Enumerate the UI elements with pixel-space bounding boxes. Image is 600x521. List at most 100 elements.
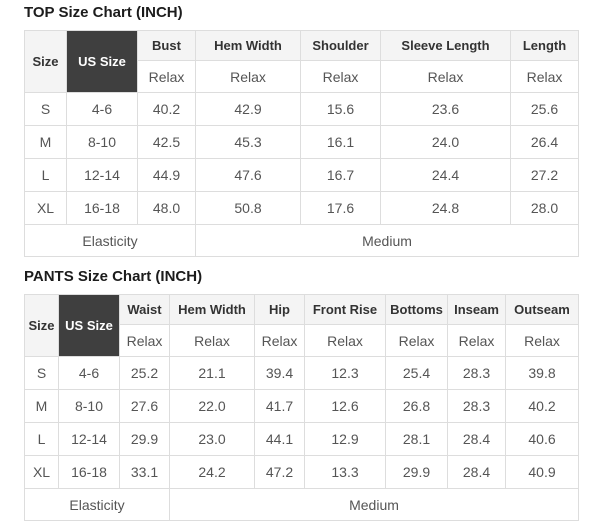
value-cell: 12.9 xyxy=(304,422,386,456)
value-cell: 44.1 xyxy=(254,422,305,456)
top-size-chart-table: Size US Size Bust Hem Width Shoulder Sle… xyxy=(24,30,579,257)
table-row: L 12-14 44.9 47.6 16.7 24.4 27.2 xyxy=(24,158,579,192)
us-size-cell: 12-14 xyxy=(66,158,138,192)
pants-chart-title: PANTS Size Chart (INCH) xyxy=(24,268,203,285)
value-cell: 24.0 xyxy=(380,125,511,159)
column-header-inseam: Inseam xyxy=(447,294,506,325)
value-cell: 40.2 xyxy=(137,92,196,126)
value-cell: 12.3 xyxy=(304,356,386,390)
size-cell: S xyxy=(24,356,59,390)
top-header-row: Size US Size Bust Hem Width Shoulder Sle… xyxy=(24,30,579,93)
value-cell: 28.1 xyxy=(385,422,448,456)
value-cell: 48.0 xyxy=(137,191,196,225)
fit-subheader: Relax xyxy=(300,60,381,93)
value-cell: 39.4 xyxy=(254,356,305,390)
fit-subheader: Relax xyxy=(119,324,170,357)
value-cell: 41.7 xyxy=(254,389,305,423)
table-row: L 12-14 29.9 23.0 44.1 12.9 28.1 28.4 40… xyxy=(24,422,579,456)
column-header-hem-width: Hem Width xyxy=(169,294,255,325)
size-cell: L xyxy=(24,422,59,456)
us-size-column-header: US Size xyxy=(66,30,138,93)
value-cell: 15.6 xyxy=(300,92,381,126)
elasticity-row: Elasticity Medium xyxy=(24,488,579,521)
value-cell: 24.4 xyxy=(380,158,511,192)
column-header-waist: Waist xyxy=(119,294,170,325)
fit-subheader: Relax xyxy=(380,60,511,93)
column-header-sleeve-length: Sleeve Length xyxy=(380,30,511,61)
table-row: S 4-6 25.2 21.1 39.4 12.3 25.4 28.3 39.8 xyxy=(24,356,579,390)
value-cell: 44.9 xyxy=(137,158,196,192)
value-cell: 40.2 xyxy=(505,389,579,423)
column-header-length: Length xyxy=(510,30,579,61)
value-cell: 26.8 xyxy=(385,389,448,423)
column-header-hip: Hip xyxy=(254,294,305,325)
value-cell: 47.2 xyxy=(254,455,305,489)
fit-subheader: Relax xyxy=(137,60,196,93)
us-size-cell: 12-14 xyxy=(58,422,120,456)
size-cell: M xyxy=(24,389,59,423)
top-fit-subheader-row: Relax Relax Relax Relax Relax xyxy=(25,60,579,93)
value-cell: 42.9 xyxy=(195,92,301,126)
value-cell: 28.4 xyxy=(447,422,506,456)
size-cell: S xyxy=(24,92,67,126)
fit-subheader: Relax xyxy=(169,324,255,357)
value-cell: 25.2 xyxy=(119,356,170,390)
value-cell: 28.0 xyxy=(510,191,579,225)
column-header-shoulder: Shoulder xyxy=(300,30,381,61)
column-header-outseam: Outseam xyxy=(505,294,579,325)
value-cell: 16.7 xyxy=(300,158,381,192)
value-cell: 24.2 xyxy=(169,455,255,489)
us-size-column-header: US Size xyxy=(58,294,120,357)
fit-subheader: Relax xyxy=(447,324,506,357)
elasticity-label-cell: Elasticity xyxy=(24,224,196,257)
size-cell: M xyxy=(24,125,67,159)
us-size-cell: 4-6 xyxy=(58,356,120,390)
fit-subheader: Relax xyxy=(510,60,579,93)
elasticity-value-cell: Medium xyxy=(195,224,579,257)
table-row: M 8-10 27.6 22.0 41.7 12.6 26.8 28.3 40.… xyxy=(24,389,579,423)
fit-subheader: Relax xyxy=(254,324,305,357)
value-cell: 39.8 xyxy=(505,356,579,390)
table-row: S 4-6 40.2 42.9 15.6 23.6 25.6 xyxy=(24,92,579,126)
value-cell: 25.4 xyxy=(385,356,448,390)
us-size-cell: 16-18 xyxy=(58,455,120,489)
size-cell: XL xyxy=(24,455,59,489)
pants-fit-subheader-row: Relax Relax Relax Relax Relax Relax Rela… xyxy=(25,324,579,357)
value-cell: 28.3 xyxy=(447,389,506,423)
value-cell: 12.6 xyxy=(304,389,386,423)
table-row: M 8-10 42.5 45.3 16.1 24.0 26.4 xyxy=(24,125,579,159)
value-cell: 24.8 xyxy=(380,191,511,225)
us-size-cell: 16-18 xyxy=(66,191,138,225)
size-cell: XL xyxy=(24,191,67,225)
us-size-cell: 4-6 xyxy=(66,92,138,126)
size-cell: L xyxy=(24,158,67,192)
column-header-front-rise: Front Rise xyxy=(304,294,386,325)
elasticity-label-cell: Elasticity xyxy=(24,488,170,521)
fit-subheader: Relax xyxy=(304,324,386,357)
value-cell: 33.1 xyxy=(119,455,170,489)
value-cell: 40.6 xyxy=(505,422,579,456)
value-cell: 23.6 xyxy=(380,92,511,126)
elasticity-value-cell: Medium xyxy=(169,488,579,521)
top-chart-title: TOP Size Chart (INCH) xyxy=(24,4,183,21)
us-size-cell: 8-10 xyxy=(58,389,120,423)
size-column-header: Size xyxy=(24,30,67,93)
value-cell: 26.4 xyxy=(510,125,579,159)
value-cell: 40.9 xyxy=(505,455,579,489)
value-cell: 28.4 xyxy=(447,455,506,489)
table-row: XL 16-18 48.0 50.8 17.6 24.8 28.0 xyxy=(24,191,579,225)
value-cell: 25.6 xyxy=(510,92,579,126)
value-cell: 28.3 xyxy=(447,356,506,390)
elasticity-row: Elasticity Medium xyxy=(24,224,579,257)
fit-subheader: Relax xyxy=(385,324,448,357)
table-row: XL 16-18 33.1 24.2 47.2 13.3 29.9 28.4 4… xyxy=(24,455,579,489)
us-size-cell: 8-10 xyxy=(66,125,138,159)
column-header-bottoms: Bottoms xyxy=(385,294,448,325)
pants-size-chart-table: Size US Size Waist Hem Width Hip Front R… xyxy=(24,294,579,521)
column-header-hem-width: Hem Width xyxy=(195,30,301,61)
value-cell: 13.3 xyxy=(304,455,386,489)
size-column-header: Size xyxy=(24,294,59,357)
value-cell: 29.9 xyxy=(385,455,448,489)
fit-subheader: Relax xyxy=(195,60,301,93)
fit-subheader: Relax xyxy=(505,324,579,357)
